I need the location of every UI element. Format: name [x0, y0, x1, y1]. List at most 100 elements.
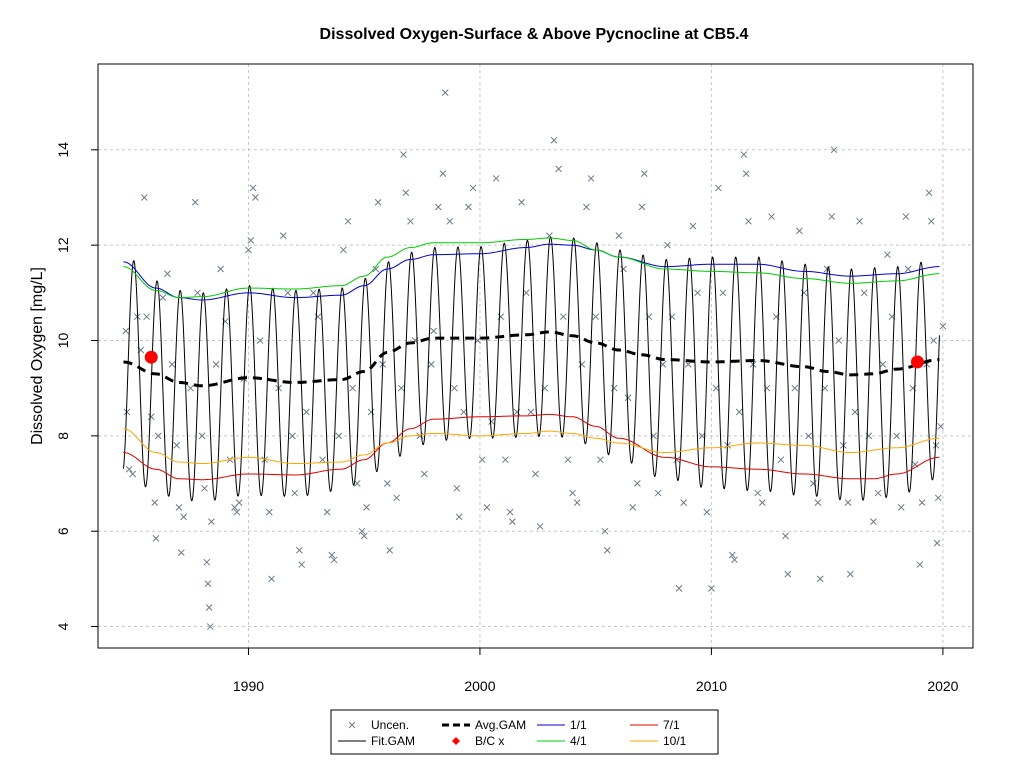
uncen-point: [460, 408, 468, 416]
uncen-point: [654, 489, 662, 497]
uncen-point: [330, 556, 338, 564]
uncen-point: [805, 432, 813, 440]
uncen-point: [180, 513, 188, 521]
uncen-point: [532, 470, 539, 478]
uncen-point: [587, 175, 595, 182]
uncen-point: [615, 232, 623, 239]
uncen-point: [596, 456, 604, 464]
y-tick-label: 8: [55, 432, 71, 440]
uncen-point: [689, 222, 697, 230]
uncen-point: [340, 246, 347, 254]
uncen-point: [916, 561, 924, 568]
uncen-point: [828, 213, 836, 220]
legend-item: B/C x: [452, 734, 504, 748]
uncen-point: [664, 241, 671, 249]
uncen-point: [122, 327, 130, 335]
uncen-point: [624, 394, 632, 402]
bc-points: [144, 350, 924, 369]
uncen-point: [506, 508, 514, 516]
uncen-point: [860, 289, 868, 297]
x-tick-label: 2020: [927, 678, 958, 694]
uncen-point: [488, 418, 495, 425]
uncen-point: [175, 504, 183, 511]
uncen-points: [122, 89, 947, 630]
uncen-point: [451, 384, 458, 392]
uncen-point: [279, 232, 287, 239]
uncen-point: [129, 470, 137, 478]
legend-label: Uncen.: [371, 718, 409, 732]
uncen-point: [397, 384, 405, 392]
uncen-point: [217, 265, 225, 273]
uncen-point: [208, 518, 215, 526]
x-tick-label: 2010: [696, 678, 727, 694]
x-tick-label: 1990: [233, 678, 264, 694]
y-tick-label: 10: [55, 333, 71, 349]
uncen-point: [703, 508, 711, 516]
series-line-7-1: [123, 413, 940, 481]
uncen-point: [205, 604, 213, 611]
uncen-point: [740, 151, 748, 158]
uncen-point: [550, 136, 558, 144]
uncen-point: [302, 408, 310, 416]
uncen-point: [465, 203, 472, 211]
uncen-point: [164, 270, 171, 278]
uncen-point: [353, 480, 361, 487]
uncen-point: [201, 484, 208, 492]
uncen-point: [835, 337, 843, 344]
legend-item: 1/1: [537, 718, 587, 732]
legend-label: B/C x: [475, 734, 504, 748]
uncen-point: [673, 456, 681, 464]
uncen-point: [502, 456, 509, 464]
uncen-point: [497, 313, 505, 321]
uncen-point: [386, 546, 394, 554]
y-tick-label: 4: [55, 622, 71, 630]
uncen-point: [680, 499, 688, 506]
uncen-point: [383, 480, 391, 487]
uncen-point: [555, 165, 563, 173]
uncen-point: [194, 289, 201, 297]
uncen-point: [289, 432, 296, 440]
legend-item: 10/1: [630, 734, 687, 748]
uncen-point: [233, 508, 241, 516]
legend-label: 4/1: [570, 734, 587, 748]
y-axis: 4 6 8 10 12 14: [55, 142, 99, 630]
uncen-point: [309, 289, 317, 297]
legend-item: Uncen.: [348, 718, 409, 732]
uncen-point: [712, 384, 720, 392]
uncen-point: [522, 289, 530, 297]
uncen-point: [930, 337, 938, 344]
uncen-point: [932, 442, 940, 449]
uncen-point: [603, 546, 611, 554]
uncen-point: [754, 489, 762, 497]
plot-frame: [97, 63, 974, 649]
uncen-point: [675, 585, 683, 592]
uncen-point: [328, 551, 336, 559]
uncen-point: [731, 556, 738, 564]
uncen-point: [791, 384, 799, 392]
uncen-point: [367, 408, 375, 416]
uncen-point: [344, 217, 352, 225]
uncen-point: [439, 170, 447, 178]
uncen-point: [796, 227, 803, 235]
uncen-point: [335, 432, 343, 440]
uncen-point: [434, 203, 442, 211]
uncen-point: [715, 184, 722, 192]
uncen-point: [735, 408, 743, 416]
uncen-point: [844, 499, 852, 506]
uncen-point: [212, 360, 220, 368]
uncen-point: [268, 575, 275, 583]
uncen-point: [125, 465, 133, 473]
uncen-point: [708, 585, 715, 592]
uncen-point: [252, 194, 259, 201]
uncen-point: [745, 217, 752, 225]
uncen-point: [247, 237, 255, 244]
uncen-point: [814, 499, 822, 506]
series-line-1-1: [123, 243, 940, 301]
uncen-point: [453, 484, 461, 492]
uncen-point: [203, 558, 211, 566]
uncen-point: [147, 413, 155, 421]
uncen-point: [902, 213, 910, 220]
uncen-point: [583, 203, 590, 211]
uncen-point: [610, 384, 618, 392]
